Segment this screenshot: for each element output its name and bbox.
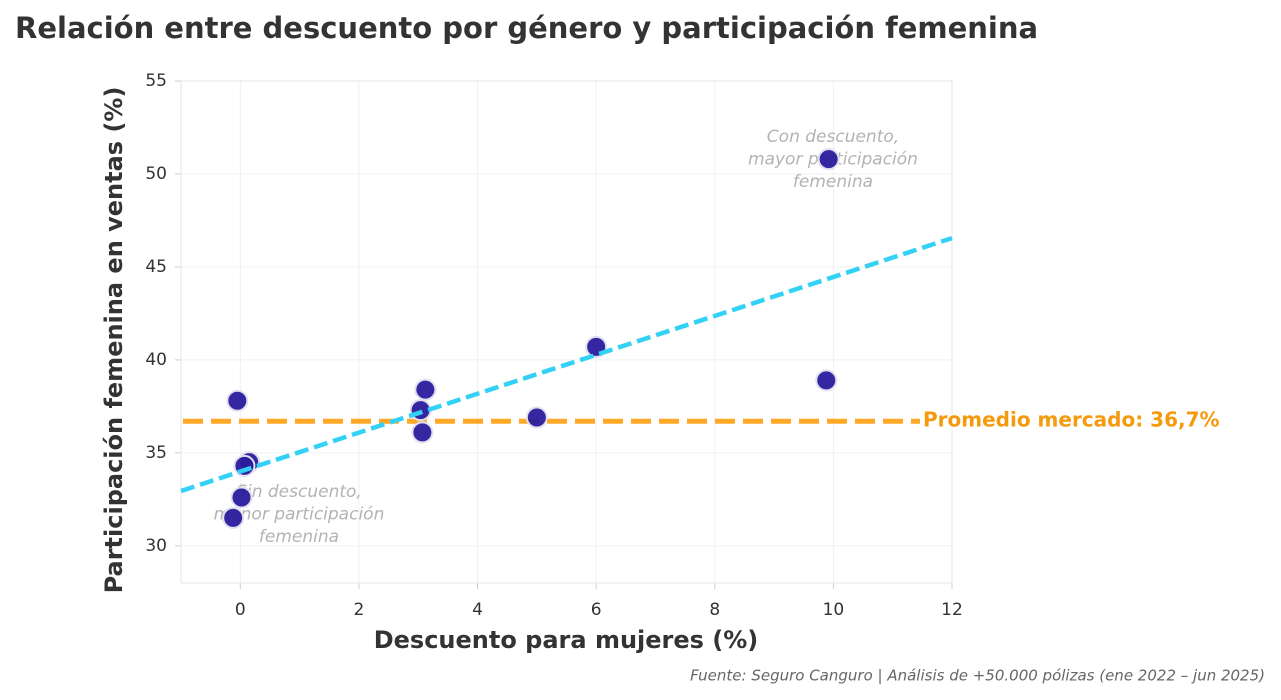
y-tick-label: 55 [145, 71, 167, 91]
reference-label: Promedio mercado: 36,7% [923, 408, 1220, 432]
x-tick-label: 0 [235, 600, 246, 620]
trend-line [180, 235, 953, 494]
x-tick-label: 10 [823, 600, 845, 620]
data-point [411, 421, 434, 444]
annotation: menor participación [214, 505, 385, 525]
y-tick-label: 40 [145, 350, 167, 370]
y-tick-label: 50 [145, 164, 167, 184]
data-point [817, 148, 840, 171]
data-point [222, 506, 245, 529]
data-point [226, 389, 249, 412]
data-point [414, 378, 437, 401]
x-tick-label: 2 [354, 600, 365, 620]
annotation: Sin descuento, [236, 482, 362, 502]
x-tick-label: 4 [472, 600, 483, 620]
plot-frame [180, 80, 953, 584]
x-tick-label: 12 [941, 600, 963, 620]
x-tick-label: 6 [591, 600, 602, 620]
annotation: Con descuento, [767, 127, 899, 147]
data-point [233, 454, 256, 477]
x-tick-label: 8 [709, 600, 720, 620]
y-tick-label: 35 [145, 443, 167, 463]
y-tick-label: 45 [145, 257, 167, 277]
x-axis-label: Descuento para mujeres (%) [374, 626, 759, 654]
y-tick-label: 30 [145, 536, 167, 556]
data-point [525, 406, 548, 429]
source-note: Fuente: Seguro Canguro | Análisis de +50… [690, 667, 1265, 685]
data-point [230, 486, 253, 509]
chart-title: Relación entre descuento por género y pa… [15, 11, 1038, 45]
y-axis-label: Participación femenina en ventas (%) [100, 87, 128, 594]
annotation: femenina [259, 527, 339, 547]
data-point [815, 369, 838, 392]
annotation: femenina [793, 172, 873, 192]
